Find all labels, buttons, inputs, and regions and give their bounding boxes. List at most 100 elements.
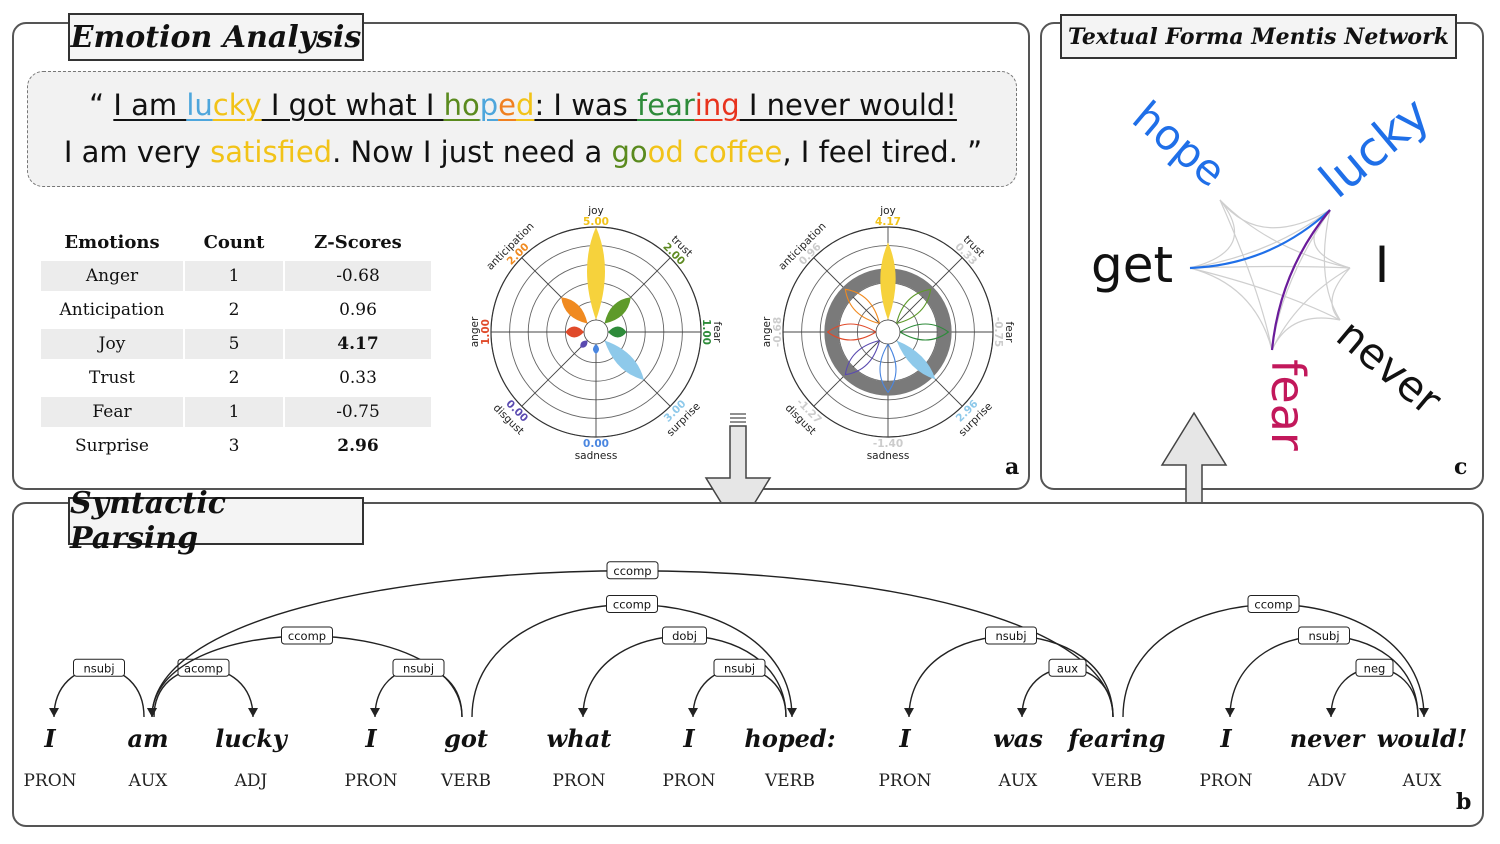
network-panel: [1040, 22, 1484, 490]
radar-petal: [898, 323, 950, 341]
radar-petal: [844, 339, 881, 376]
arc-label-box: [1355, 658, 1394, 677]
token-pos: AUX: [1402, 771, 1443, 791]
radar-petal: [561, 297, 588, 324]
arc-arrowhead: [147, 708, 157, 717]
radar-petal: [879, 342, 897, 394]
arc-arrowhead: [904, 708, 914, 717]
quote-segment: fear: [637, 88, 695, 122]
radar-axis-label: anger: [469, 316, 481, 347]
arc-label: acomp: [184, 661, 223, 675]
quote-segment: d: [516, 88, 535, 122]
radar-petal: [580, 340, 588, 348]
token-word: never: [1290, 724, 1367, 753]
token-pos: PRON: [344, 771, 397, 791]
network-edge: [1189, 209, 1331, 269]
token-pos: ADJ: [234, 771, 268, 791]
arc-label-box: [177, 658, 230, 677]
arc-arrowhead: [1326, 708, 1336, 717]
network-title: Textual Forma Mentis Network: [1060, 14, 1457, 59]
network-edge: [1219, 199, 1351, 269]
token-word: I: [682, 724, 695, 753]
arc-label: nsubj: [724, 661, 755, 675]
arc-label-box: [606, 561, 659, 580]
quote-line-1: “ I am lucky I got what I hoped: I was f…: [28, 88, 1018, 122]
radar-value-label: 1.00: [700, 319, 712, 345]
arc-label: ccomp: [288, 629, 326, 643]
table-cell-emotion: Fear: [41, 397, 183, 427]
token-word: was: [993, 724, 1043, 753]
radar-axis-label: sadness: [867, 450, 910, 462]
radar-chart-counts: joy5.00trust2.00fear1.00surprise3.00sadn…: [469, 205, 723, 462]
arc-label: ccomp: [613, 564, 651, 578]
table-cell-count: 1: [185, 261, 283, 291]
arc-label: nsubj: [995, 629, 1026, 643]
quote-segment: . Now I just need a: [332, 135, 612, 169]
token-pos: ADV: [1307, 771, 1347, 791]
token-word: am: [128, 724, 169, 753]
radar-value-label: -0.68: [772, 317, 784, 347]
quote-segment: go: [611, 135, 648, 169]
token-word: hoped:: [744, 724, 835, 753]
radar-petal: [604, 340, 644, 380]
quote-line-2: I am very satisfied. Now I just need a g…: [28, 135, 1018, 169]
table-header: Emotions: [64, 231, 160, 253]
quote-segment: [684, 135, 693, 169]
token-word: fearing: [1066, 724, 1165, 753]
quote-segment: I am: [113, 88, 187, 122]
table-cell-z: 0.33: [339, 368, 377, 388]
arc-label-box: [1298, 626, 1350, 645]
radar-value-label: -1.40: [873, 438, 903, 450]
table-cell-z: -0.68: [285, 261, 431, 291]
arc-arrowhead: [1017, 708, 1027, 717]
arc-label-box: [662, 626, 707, 645]
table-cell-count: 5: [185, 329, 283, 359]
network-word: get: [1091, 236, 1173, 294]
radar-axis-label: sadness: [575, 450, 618, 462]
radar-petal: [587, 227, 605, 320]
arc-arrowhead: [248, 708, 258, 717]
network-word: lucky: [1309, 86, 1440, 209]
table-cell-emotion: Trust: [89, 368, 135, 388]
quote-open-mark: “: [89, 88, 114, 122]
table-cell-z: 0.96: [339, 300, 377, 320]
radar-value-label: 5.00: [583, 216, 609, 228]
table-cell-emotion: Anger: [41, 261, 183, 291]
table-row: Anger 1 -0.68: [41, 261, 431, 291]
arc-label: nsubj: [403, 661, 434, 675]
radar-axis-label-group: anger 1.00: [469, 316, 492, 347]
arc-label: ccomp: [1254, 598, 1292, 612]
panel-letter-a: a: [1005, 454, 1020, 480]
table-row: Anticipation 2 0.96: [41, 295, 431, 325]
quote-segment: satisfied: [210, 135, 333, 169]
radar-axis-label-group: sadness-1.40: [867, 438, 910, 462]
radar-value-label: -0.75: [992, 317, 1004, 347]
token-word: would!: [1377, 724, 1468, 753]
radar-axis-label-group: fear-0.75: [992, 317, 1015, 347]
radar-petal: [593, 344, 599, 354]
network-edge: [1271, 209, 1331, 351]
network-edge: [1189, 267, 1341, 321]
arc-label-box: [713, 658, 766, 677]
radar-center: [875, 319, 901, 345]
radar-axis-label: joy: [587, 205, 604, 217]
network-edge: [1271, 317, 1341, 351]
radar-value-label: 0.00: [583, 438, 609, 450]
radar-axis-label-group: anger -0.68: [761, 316, 784, 347]
arc-label: dobj: [672, 629, 697, 643]
radar-chart-zscores: joy4.17trust0.33fear-0.75surprise2.96sad…: [761, 205, 1015, 462]
token-pos: PRON: [662, 771, 715, 791]
network-edge: [1189, 267, 1273, 351]
emotion-analysis-title: Emotion Analysis: [68, 13, 364, 61]
arc-arrowhead: [787, 708, 797, 717]
arc-label-box: [1247, 595, 1300, 613]
table-cell-z: 2.96: [337, 436, 379, 456]
radar-axis-label: joy: [879, 205, 896, 217]
arc-label: ccomp: [613, 598, 651, 612]
radar-axis-label: fear: [1003, 322, 1015, 344]
table-header: Z-Scores: [314, 231, 402, 253]
token-word: what: [547, 724, 612, 753]
arc-label-box: [985, 626, 1037, 645]
